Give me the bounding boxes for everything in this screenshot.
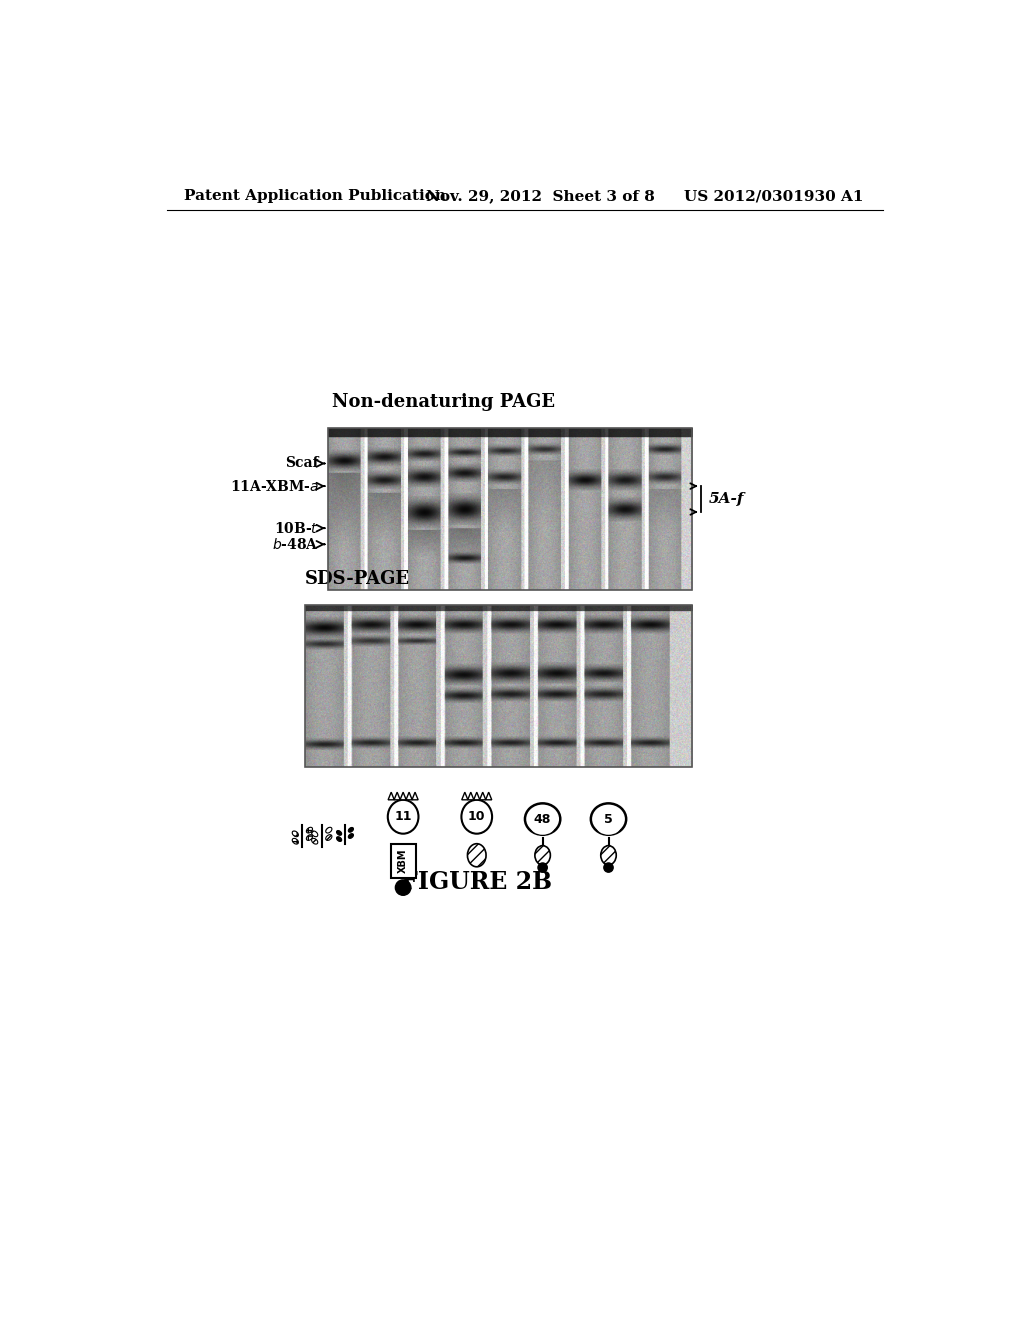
Text: 11: 11	[394, 810, 412, 824]
Bar	[328, 428, 692, 590]
Text: 5A-f: 5A-f	[709, 492, 743, 506]
Ellipse shape	[388, 800, 419, 834]
Ellipse shape	[601, 846, 616, 865]
Ellipse shape	[462, 800, 493, 834]
Text: $b$-48A: $b$-48A	[271, 537, 325, 552]
Polygon shape	[407, 792, 413, 800]
Ellipse shape	[311, 832, 317, 837]
Text: FIGURE 2B: FIGURE 2B	[401, 870, 552, 894]
Ellipse shape	[530, 818, 555, 834]
Text: 10B-$t$: 10B-$t$	[274, 520, 325, 536]
Ellipse shape	[348, 828, 353, 832]
Ellipse shape	[326, 834, 332, 841]
Polygon shape	[474, 792, 480, 800]
Polygon shape	[462, 792, 468, 800]
Ellipse shape	[348, 834, 353, 838]
Polygon shape	[485, 792, 492, 800]
Text: 5: 5	[604, 813, 613, 825]
Text: Nov. 29, 2012  Sheet 3 of 8: Nov. 29, 2012 Sheet 3 of 8	[426, 189, 655, 203]
Text: 11A-XBM-$a$: 11A-XBM-$a$	[229, 479, 325, 494]
Ellipse shape	[467, 843, 486, 867]
Circle shape	[604, 863, 613, 873]
Ellipse shape	[326, 828, 332, 833]
Text: 10: 10	[468, 810, 485, 824]
Ellipse shape	[311, 838, 317, 843]
Text: Patent Application Publication: Patent Application Publication	[183, 189, 445, 203]
Polygon shape	[388, 792, 394, 800]
Ellipse shape	[337, 830, 342, 836]
Polygon shape	[394, 792, 400, 800]
Polygon shape	[412, 792, 418, 800]
Ellipse shape	[591, 804, 626, 834]
Circle shape	[395, 880, 411, 895]
Text: XBM: XBM	[398, 849, 409, 874]
Text: Scaf: Scaf	[285, 457, 325, 470]
Text: Non-denaturing PAGE: Non-denaturing PAGE	[332, 393, 555, 411]
Ellipse shape	[292, 838, 298, 843]
Polygon shape	[479, 792, 485, 800]
Ellipse shape	[306, 834, 312, 841]
Ellipse shape	[525, 804, 560, 834]
Circle shape	[538, 863, 547, 873]
Ellipse shape	[535, 846, 550, 865]
Ellipse shape	[596, 818, 621, 834]
Text: SDS-PAGE: SDS-PAGE	[305, 570, 410, 589]
Ellipse shape	[337, 837, 342, 841]
Polygon shape	[468, 792, 474, 800]
Polygon shape	[400, 792, 407, 800]
FancyBboxPatch shape	[391, 843, 416, 878]
Bar	[305, 605, 692, 767]
Ellipse shape	[292, 832, 298, 837]
Text: 48: 48	[534, 813, 551, 825]
Ellipse shape	[306, 828, 312, 833]
Text: US 2012/0301930 A1: US 2012/0301930 A1	[684, 189, 864, 203]
